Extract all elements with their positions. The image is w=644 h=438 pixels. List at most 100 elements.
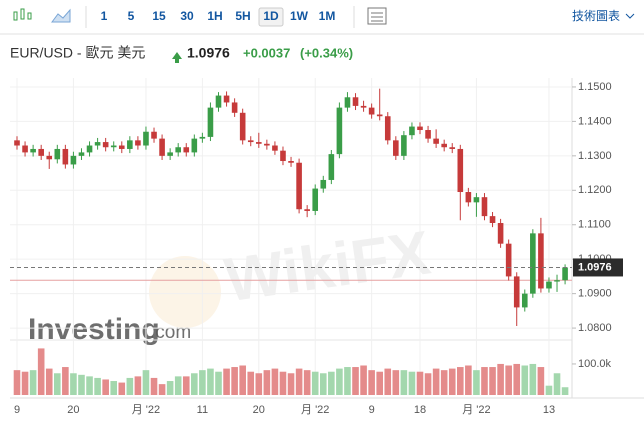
volume-bar <box>553 373 561 395</box>
y-tick-label: 1.1500 <box>578 81 612 93</box>
interval-button[interactable]: 1W <box>290 9 309 23</box>
candle-body <box>489 216 496 224</box>
interval-button[interactable]: 30 <box>180 9 194 23</box>
interval-button[interactable]: 1 <box>101 9 108 23</box>
candle-body <box>312 188 319 211</box>
volume-bar <box>110 381 118 395</box>
brand: Investing <box>28 313 160 346</box>
y-tick-label: 1.1300 <box>578 150 612 162</box>
volume-bar <box>465 365 472 395</box>
volume-bar <box>311 371 319 395</box>
candle-body <box>505 243 512 277</box>
candle-body <box>457 148 464 193</box>
interval-button[interactable]: 1M <box>319 9 336 23</box>
candle-body <box>417 126 423 131</box>
volume-bar <box>328 371 335 395</box>
x-tick-label: 月 '22 <box>462 404 490 416</box>
tools-link[interactable]: 技術圖表 <box>572 9 620 23</box>
candle-body <box>562 267 568 281</box>
dropdown-arrow[interactable] <box>625 13 635 19</box>
candle-body <box>22 145 28 153</box>
candle-body <box>135 140 141 146</box>
x-tick-label: 18 <box>414 404 426 416</box>
candle-body <box>554 280 560 282</box>
volume-bar <box>521 365 529 395</box>
volume-bar <box>70 373 77 395</box>
candle-body <box>223 95 230 103</box>
volume-bar <box>150 377 158 395</box>
volume-bar <box>54 373 61 395</box>
volume-bar <box>537 367 545 395</box>
volume-bar <box>223 368 230 395</box>
x-tick-label: 20 <box>253 404 265 416</box>
candle-body <box>94 142 101 146</box>
candle-body <box>62 148 69 165</box>
change-pct: (+0.34%) <box>300 45 353 60</box>
candle-body <box>264 143 270 146</box>
candle-body <box>78 152 85 156</box>
candle-body <box>344 97 351 108</box>
candle-body <box>247 140 254 143</box>
candle-body <box>449 147 456 149</box>
volume-bar <box>142 370 150 395</box>
candle-body <box>304 209 310 211</box>
volume-bar <box>94 377 101 395</box>
interval-button[interactable]: 1H <box>207 9 222 23</box>
interval-button[interactable]: 15 <box>152 9 166 23</box>
interval-button[interactable]: 5H <box>235 9 250 23</box>
volume-bar <box>118 382 126 395</box>
candle-body <box>473 197 480 203</box>
candle-body <box>513 276 520 308</box>
toolbar <box>0 0 644 34</box>
candle-body <box>54 148 61 160</box>
volume-bar <box>352 367 359 395</box>
volume-bar <box>295 368 303 395</box>
volume-bar <box>432 368 440 395</box>
volume-bar <box>13 370 21 395</box>
candle-body <box>118 145 125 149</box>
candle-body <box>175 147 181 153</box>
candle-body <box>352 97 359 106</box>
candle-body <box>465 192 472 203</box>
y-tick-label: 1.1200 <box>578 184 612 196</box>
candle-body <box>231 102 238 113</box>
brand-suffix: .com <box>150 322 191 343</box>
volume-bar <box>344 367 351 395</box>
x-tick-label: 月 '22 <box>132 404 160 416</box>
volume-bar <box>545 385 553 395</box>
interval-button[interactable]: 5 <box>128 9 135 23</box>
candle-body <box>497 223 504 244</box>
volume-bar <box>199 370 206 395</box>
candle-body <box>70 155 77 165</box>
candle-body <box>368 107 375 115</box>
x-tick-label: 13 <box>543 404 555 416</box>
interval-button[interactable]: 1D <box>263 9 279 23</box>
up-arrow <box>172 52 182 63</box>
x-tick-label: 月 '22 <box>301 404 329 416</box>
candle-body <box>191 138 198 153</box>
y-tick-label: 1.0900 <box>578 288 612 300</box>
volume-bar <box>287 373 295 395</box>
volume-bar <box>416 371 424 395</box>
candle-body <box>425 130 431 139</box>
candle-body <box>296 162 302 210</box>
candle-body <box>336 107 343 155</box>
volume-bar <box>473 370 480 395</box>
candle-body <box>143 131 149 146</box>
watermark-logo <box>149 256 221 328</box>
table-icon[interactable] <box>367 7 387 25</box>
volume-bar <box>489 367 496 395</box>
candle-body <box>272 145 278 151</box>
candle-body <box>167 152 173 156</box>
last-price-tag <box>573 258 623 277</box>
volume-bar <box>191 373 198 395</box>
volume-bar <box>207 368 214 395</box>
volume-bar <box>166 381 174 395</box>
candle-body <box>38 148 44 156</box>
volume-bar <box>368 370 375 395</box>
volume-bar <box>182 376 190 395</box>
symbol: EUR/USD - 歐元 美元 <box>10 45 145 61</box>
volume-bar <box>102 379 109 395</box>
volume-bar <box>279 371 287 395</box>
